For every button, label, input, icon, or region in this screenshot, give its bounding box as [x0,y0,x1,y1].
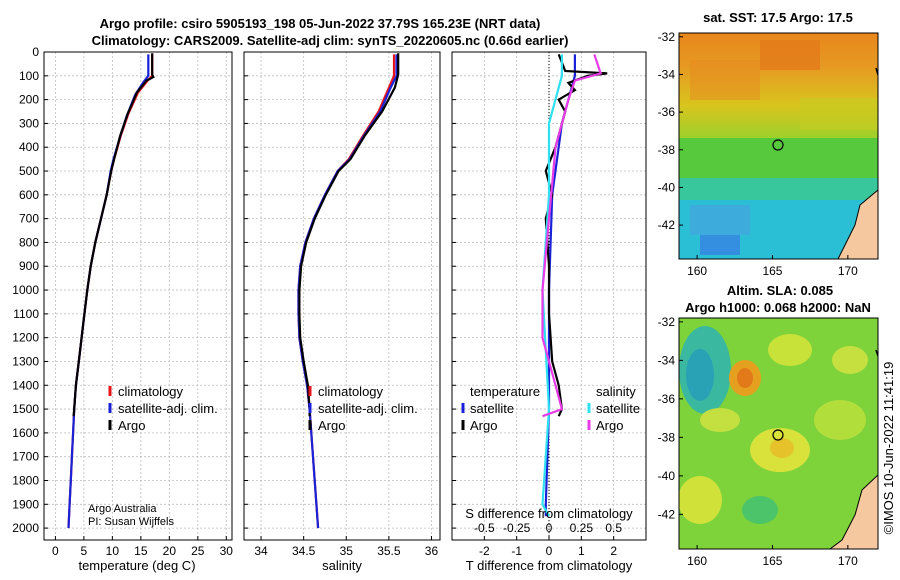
series-t-argo [544,53,608,417]
sst-argo-marker [772,139,784,151]
legend-label: satellite-adj. clim. [318,401,418,416]
x-tick-label: 15 [134,544,148,558]
x-tick-label: 20 [163,544,177,558]
sla-map: Altim. SLA: 0.085 Argo h1000: 0.068 h200… [658,283,879,568]
s-tick-label: -0.5 [474,521,495,535]
legend-label: climatology [118,384,184,399]
legend-label: satellite [596,401,640,416]
x-tick-label: 35 [340,544,354,558]
y-tick-label: 1400 [12,378,39,392]
legend-label: Argo [596,418,623,433]
sst-map: sat. SST: 17.5 Argo: 17.5 160 165 170 -32 -3… [658,10,879,278]
x-tick-label: -1 [511,544,522,558]
legend-label: satellite-adj. clim. [118,401,218,416]
map-lat-label: -38 [658,143,676,157]
map-lat-label: -36 [658,105,676,119]
x-tick-label: 0 [546,544,553,558]
map-lon-label: 160 [687,264,707,278]
y-tick-label: 200 [19,93,39,107]
x-tick-label: 25 [191,544,205,558]
y-tick-label: 400 [19,140,39,154]
legend-label: climatology [318,384,384,399]
map-lon-label: 165 [762,554,782,568]
y-tick-label: 1700 [12,450,39,464]
x-tick-label: 34.5 [292,544,316,558]
y-tick-label: 600 [19,188,39,202]
x-tick-label: 10 [106,544,120,558]
series-s-argo [541,54,603,418]
map-lat-label: -34 [658,353,676,367]
y-tick-label: 0 [32,45,39,59]
legend-label: Argo [318,418,345,433]
sla-map-title1: Altim. SLA: 0.085 [727,283,833,298]
y-tick-label: 1000 [12,283,39,297]
s-tick-label: 0 [546,521,553,535]
y-tick-label: 100 [19,69,39,83]
credit: ©IMOS 10-Jun-2022 11:41:19 [881,362,896,535]
sla-map-title2: Argo h1000: 0.068 h2000: NaN [685,300,871,315]
y-tick-label: 2000 [12,521,39,535]
sla-argo-marker [772,429,784,441]
map-lat-label: -32 [658,30,676,44]
s-tick-label: -0.25 [503,521,531,535]
series-argo [72,53,155,417]
header-line1: Argo profile: csiro 5905193_198 05-Jun-2… [100,16,541,31]
y-tick-label: 500 [19,164,39,178]
x-tick-label: 1 [578,544,585,558]
difference-panel: -2 -1 0 1 2 -0.5 -0.25 0 0.25 0.5 temperature salin… [451,51,647,558]
header-line2: Climatology: CARS2009. Satellite-adj cli… [92,33,569,48]
y-tick-label: 1800 [12,473,39,487]
annotation-line1: Argo Australia [88,503,157,515]
temp-xlabel: temperature (deg C) [78,558,195,573]
legend-title-salinity: salinity [596,384,636,399]
temperature-panel: 0100200300400500600700800900100011001200… [12,45,233,558]
map-lat-label: -32 [658,315,676,329]
map-lon-label: 170 [838,554,858,568]
map-lat-label: -36 [658,392,676,406]
y-tick-label: 800 [19,235,39,249]
x-tick-label: 0 [52,544,59,558]
map-lat-label: -42 [658,507,676,521]
annotation-line2: PI: Susan Wijffels [88,516,174,528]
map-lat-label: -42 [658,218,676,232]
map-lon-label: 170 [838,264,858,278]
map-lat-label: -34 [658,67,676,81]
x-tick-label: 2 [610,544,617,558]
map-lat-label: -40 [658,180,676,194]
y-tick-label: 1900 [12,497,39,511]
salinity-panel: 34 34.5 35 35.5 36 climatology satellite-adj. … [243,51,441,558]
legend-label: satellite [470,401,514,416]
diff-xlabel-top: S difference from climatology [465,506,633,521]
x-tick-label: 5 [81,544,88,558]
legend-label: Argo [470,418,497,433]
y-tick-label: 700 [19,212,39,226]
map-lat-label: -38 [658,430,676,444]
sst-map-title: sat. SST: 17.5 Argo: 17.5 [703,10,853,25]
legend-title-temperature: temperature [470,384,540,399]
s-tick-label: 0.5 [605,521,622,535]
y-tick-label: 1600 [12,426,39,440]
sal-xlabel: salinity [322,558,362,573]
y-tick-label: 1500 [12,402,39,416]
x-tick-label: 34 [254,544,268,558]
map-lon-label: 160 [687,554,707,568]
y-tick-label: 900 [19,259,39,273]
series-argo [298,53,400,417]
diff-xlabel: T difference from climatology [466,558,633,573]
x-tick-label: 36 [425,544,439,558]
y-tick-label: 1300 [12,354,39,368]
y-tick-label: 300 [19,116,39,130]
map-lon-label: 165 [762,264,782,278]
s-tick-label: 0.25 [570,521,594,535]
legend-label: Argo [118,418,145,433]
map-lat-label: -40 [658,469,676,483]
x-tick-label: -2 [479,544,490,558]
y-tick-label: 1200 [12,331,39,345]
x-tick-label: 30 [220,544,234,558]
y-tick-label: 1100 [13,307,39,321]
x-tick-label: 35.5 [377,544,401,558]
